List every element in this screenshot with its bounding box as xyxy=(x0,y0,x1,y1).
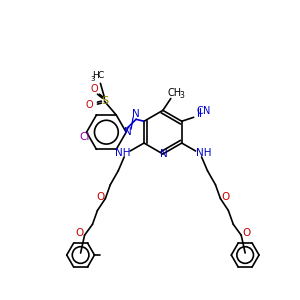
Text: O: O xyxy=(91,84,98,94)
Text: N: N xyxy=(203,106,210,116)
Text: NH: NH xyxy=(116,148,131,158)
Text: N: N xyxy=(132,109,140,119)
Text: O: O xyxy=(96,192,104,202)
Text: N: N xyxy=(160,149,168,159)
Text: CH: CH xyxy=(168,88,182,98)
Text: S: S xyxy=(101,96,108,106)
Text: C: C xyxy=(97,71,103,80)
Text: NH: NH xyxy=(196,148,211,158)
Text: H: H xyxy=(92,71,99,80)
Text: O: O xyxy=(76,228,84,238)
Text: O: O xyxy=(86,100,93,110)
Text: Cl: Cl xyxy=(80,132,90,142)
Text: N: N xyxy=(124,127,132,137)
Text: 3: 3 xyxy=(179,91,184,100)
Text: 3: 3 xyxy=(90,76,95,82)
Text: C: C xyxy=(196,106,203,116)
Text: O: O xyxy=(221,192,230,202)
Text: O: O xyxy=(242,228,250,238)
